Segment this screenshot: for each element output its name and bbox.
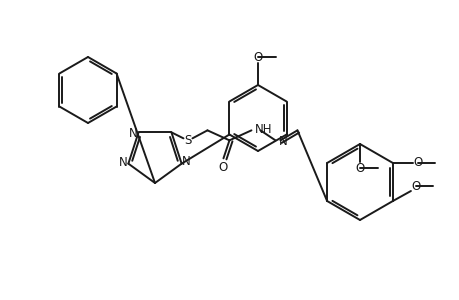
Text: O: O xyxy=(410,179,420,193)
Text: N: N xyxy=(182,155,190,168)
Text: O: O xyxy=(253,50,262,64)
Text: O: O xyxy=(412,157,422,169)
Text: NH: NH xyxy=(254,123,271,136)
Text: O: O xyxy=(355,161,364,175)
Text: N: N xyxy=(129,127,138,140)
Text: N: N xyxy=(119,156,128,169)
Text: O: O xyxy=(218,161,228,174)
Text: S: S xyxy=(184,134,191,147)
Text: N: N xyxy=(278,135,286,148)
